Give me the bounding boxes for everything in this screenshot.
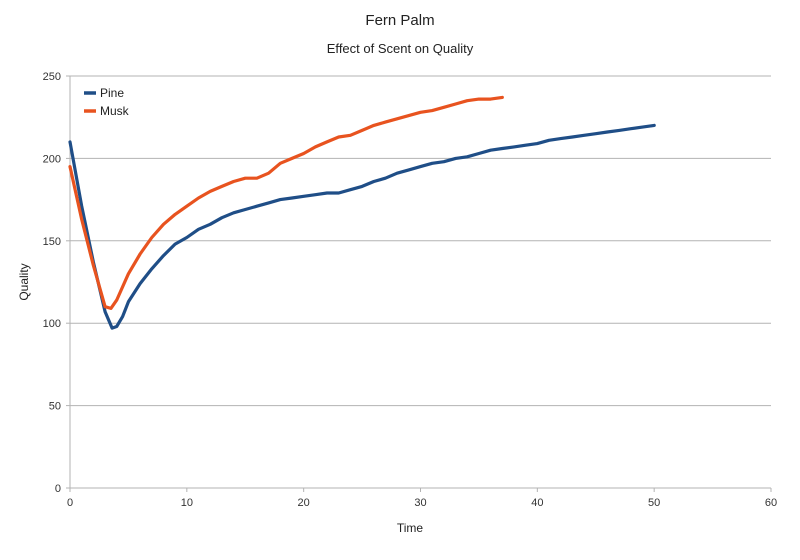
chart-subtitle: Effect of Scent on Quality (327, 41, 474, 56)
y-tick-label: 100 (43, 318, 61, 330)
x-tick-label: 40 (531, 497, 543, 509)
y-axis-label: Quality (17, 263, 31, 300)
series-line-pine (68, 123, 656, 330)
y-tick-label: 250 (43, 71, 61, 83)
series-line-musk (68, 95, 504, 310)
legend-label-pine: Pine (100, 86, 124, 100)
x-axis-label: Time (397, 521, 424, 535)
legend: Pine Musk (84, 86, 130, 118)
chart-title: Fern Palm (365, 12, 434, 29)
tick-labels: 0 50 100 150 200 250 0 10 20 30 40 50 60 (43, 71, 777, 509)
y-tick-label: 200 (43, 153, 61, 165)
y-tick-label: 50 (49, 401, 61, 413)
x-tick-label: 50 (648, 497, 660, 509)
grid-lines (70, 75, 771, 407)
x-tick-label: 60 (765, 497, 777, 509)
x-tick-label: 0 (67, 497, 73, 509)
axes (66, 75, 772, 492)
legend-label-musk: Musk (100, 104, 130, 118)
x-tick-label: 10 (181, 497, 193, 509)
y-tick-label: 150 (43, 236, 61, 248)
x-tick-label: 30 (414, 497, 426, 509)
series-lines (68, 95, 656, 330)
x-tick-label: 20 (298, 497, 310, 509)
y-tick-label: 0 (55, 483, 61, 495)
